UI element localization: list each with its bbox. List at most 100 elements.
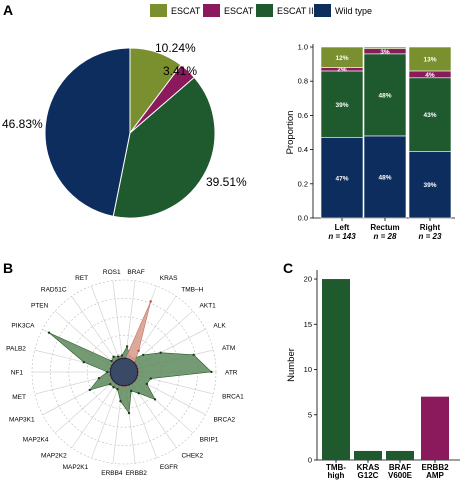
barc-ytick-label-1: 5 (308, 410, 312, 419)
legend-label-1: ESCAT II (224, 6, 261, 16)
radar-point-0-6 (210, 370, 213, 374)
radar-label-5: ATM (222, 345, 235, 352)
radar-label-25: ROS1 (103, 269, 121, 276)
pie-slice-3 (44, 47, 131, 217)
radar-point-0-13 (119, 400, 122, 403)
barc-ytick-label-3: 15 (304, 320, 312, 329)
radar-label-16: MAP2K4 (23, 437, 49, 444)
barc-cat-label-1-0: KRAS (357, 463, 380, 472)
radar-label-20: PALB2 (6, 345, 26, 352)
stacked-bar-label-0-0: 47% (335, 175, 348, 182)
stacked-bar-label-1-0: 48% (378, 174, 391, 181)
stacked-bar-0-3 (320, 46, 364, 68)
barc-bar-0 (322, 279, 350, 460)
radar-point-0-16 (109, 383, 112, 386)
radar-point-0-18 (97, 376, 101, 380)
radar-label-24: RET (75, 275, 88, 282)
stacked-bar-label-0-1: 39% (335, 102, 348, 109)
stacked-bar-label-0-2: 2% (337, 67, 347, 74)
stacked-bar-label-1-2: 3% (380, 49, 390, 56)
stacked-bar-2-1 (408, 77, 452, 152)
radar-label-10: CHEK2 (181, 453, 203, 460)
pie-label-1: 3.41% (163, 64, 197, 78)
stacked-ylabel: Proportion (285, 111, 296, 155)
barc-cat-label-2-1: V600E (388, 471, 413, 480)
stacked-cat-label-1: Rectum (370, 223, 399, 232)
stacked-bar-1-1 (363, 53, 407, 137)
radar-label-2: TMB–H (181, 286, 203, 293)
stacked-bar-1-3 (363, 46, 407, 50)
legend-swatch-2 (256, 4, 273, 17)
pie-label-0: 10.24% (155, 41, 196, 55)
radar-label-13: ERBB4 (101, 470, 123, 477)
barc-ytick-label-0: 0 (308, 456, 312, 465)
barc-bar-1 (354, 450, 382, 460)
barc-cat-label-3-0: ERBB2 (421, 463, 449, 472)
stacked-ytick-label-2: 0.4 (298, 145, 308, 154)
radar-label-18: MET (12, 394, 26, 401)
barc-cat-label-0-0: TMB- (326, 463, 346, 472)
stacked-cat-label-2: Right (420, 223, 441, 232)
radar-point-1-2 (137, 349, 140, 352)
stacked-cat-n-0: n = 143 (328, 232, 356, 241)
radar-point-1-1 (149, 300, 152, 303)
radar-point-0-3 (142, 353, 145, 357)
stacked-bar-label-2-1: 43% (423, 112, 436, 119)
radar-point-0-23 (112, 355, 115, 359)
radar-point-0-22 (110, 359, 113, 363)
radar-point-0-7 (149, 377, 153, 380)
stacked-ytick-label-5: 1.0 (298, 43, 308, 52)
stacked-ytick-label-3: 0.6 (298, 111, 308, 120)
stacked-bar-label-0-3: 12% (335, 55, 348, 62)
barc-cat-label-2-0: BRAF (389, 463, 411, 472)
stacked-bar-2-3 (408, 46, 452, 72)
radar-point-0-24 (116, 355, 120, 358)
legend-label-3: Wild type (335, 6, 372, 16)
radar-label-15: MAP2K2 (41, 453, 67, 460)
radar-point-0-19 (106, 370, 109, 374)
radar-label-8: BRCA2 (213, 416, 235, 423)
stacked-bar-label-2-2: 4% (425, 72, 435, 79)
radar-label-9: BRIP1 (200, 436, 219, 443)
panel-letter-b: B (3, 260, 13, 276)
stacked-ytick-label-0: 0.0 (298, 214, 308, 223)
radar-label-17: MAP3K1 (9, 417, 35, 424)
radar-label-7: BRCA1 (222, 394, 244, 401)
stacked-cat-label-0: Left (335, 223, 350, 232)
stacked-ytick-label-4: 0.8 (298, 77, 308, 86)
stacked-cat-n-2: n = 23 (419, 232, 442, 241)
radar-point-0-8 (145, 382, 149, 386)
barc-cat-label-3-1: AMP (426, 471, 444, 480)
radar-label-3: AKT1 (200, 302, 217, 309)
radar-label-12: ERBB2 (126, 470, 148, 477)
radar-point-0-5 (192, 353, 195, 356)
radar-point-0-14 (116, 388, 119, 391)
stacked-bar-label-1-1: 48% (378, 92, 391, 99)
barc-bar-2 (386, 450, 414, 460)
radar-point-0-11 (129, 389, 133, 393)
radar-label-4: ALK (213, 322, 226, 329)
radar-point-0-9 (153, 398, 157, 401)
pie-chart: 10.24% 3.41% 39.51% 46.83% (2, 41, 247, 219)
radar-label-22: PTEN (31, 303, 49, 310)
radar-label-21: PIK3CA (11, 323, 35, 330)
radar-center (109, 357, 139, 387)
radar-point-0-4 (159, 351, 162, 354)
barc-ylabel: Number (286, 348, 297, 382)
stacked-cat-n-1: n = 28 (374, 232, 397, 241)
barc-ytick-label-4: 20 (304, 275, 312, 284)
radar-label-23: RAD51C (41, 286, 67, 293)
panel-letter-a: A (3, 2, 13, 18)
stacked-bar-label-2-0: 39% (423, 182, 436, 189)
stacked-bar-chart: 0.0 0.2 0.4 0.6 0.8 1.0 Proportion 47% 39% 2% 12% L… (285, 43, 455, 241)
legend-label-2: ESCAT III (277, 6, 316, 16)
radar-point-0-20 (82, 360, 85, 364)
barc-cat-label-0-1: high (328, 471, 345, 480)
legend-label-0: ESCAT I (171, 6, 205, 16)
radar-point-0-21 (47, 331, 51, 334)
radar-label-11: EGFR (160, 464, 178, 471)
barc-bar-3 (421, 396, 449, 460)
radar-label-14: MAP2K1 (63, 464, 89, 471)
